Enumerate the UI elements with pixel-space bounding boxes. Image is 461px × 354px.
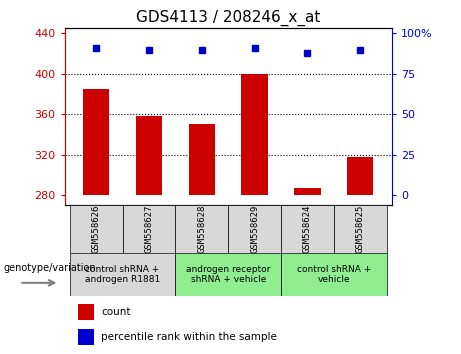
Text: count: count <box>101 307 130 317</box>
Bar <box>78 329 95 345</box>
Text: GSM558625: GSM558625 <box>356 205 365 253</box>
Bar <box>189 124 215 195</box>
Text: GSM558628: GSM558628 <box>197 205 207 253</box>
Text: genotype/variation: genotype/variation <box>3 263 96 273</box>
Bar <box>123 205 175 253</box>
Text: androgen receptor
shRNA + vehicle: androgen receptor shRNA + vehicle <box>186 265 271 284</box>
Bar <box>136 116 162 195</box>
Bar <box>78 304 95 320</box>
Bar <box>242 74 268 195</box>
Text: GSM558627: GSM558627 <box>144 205 154 253</box>
Text: control shRNA +
vehicle: control shRNA + vehicle <box>297 265 371 284</box>
Bar <box>175 253 281 296</box>
Bar <box>281 205 334 253</box>
Bar <box>83 89 109 195</box>
Text: GSM558629: GSM558629 <box>250 205 259 253</box>
Text: GSM558626: GSM558626 <box>92 205 100 253</box>
Text: GSM558624: GSM558624 <box>303 205 312 253</box>
Bar <box>175 205 228 253</box>
Bar <box>228 205 281 253</box>
Bar <box>334 205 387 253</box>
Bar <box>70 253 175 296</box>
Bar <box>70 205 123 253</box>
Bar <box>347 157 373 195</box>
Text: control shRNA +
androgen R1881: control shRNA + androgen R1881 <box>85 265 160 284</box>
Text: percentile rank within the sample: percentile rank within the sample <box>101 332 277 342</box>
Bar <box>281 253 387 296</box>
Title: GDS4113 / 208246_x_at: GDS4113 / 208246_x_at <box>136 9 320 25</box>
Bar <box>294 188 320 195</box>
